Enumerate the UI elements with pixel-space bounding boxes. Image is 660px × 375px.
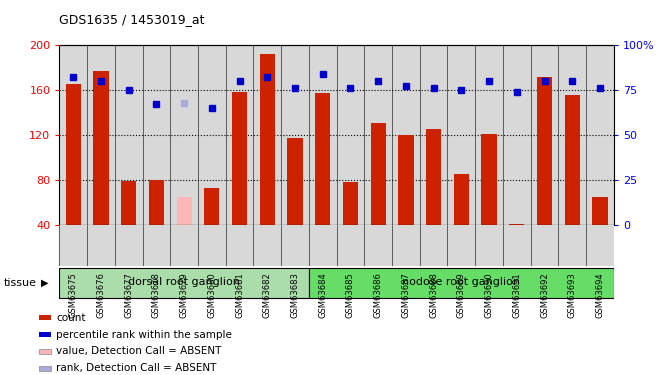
Text: value, Detection Call = ABSENT: value, Detection Call = ABSENT: [56, 346, 221, 356]
Bar: [364, 45, 392, 225]
Bar: [337, 45, 364, 225]
Bar: [481, 134, 497, 225]
Bar: [65, 84, 81, 225]
Bar: [537, 76, 552, 225]
Bar: [420, 45, 447, 225]
Bar: [121, 181, 137, 225]
Text: dorsal root ganglion: dorsal root ganglion: [128, 278, 240, 288]
Bar: [475, 45, 503, 225]
Text: ▶: ▶: [41, 278, 48, 288]
Bar: [259, 54, 275, 225]
Bar: [39, 366, 51, 370]
Text: percentile rank within the sample: percentile rank within the sample: [56, 330, 232, 339]
Bar: [343, 182, 358, 225]
Bar: [453, 174, 469, 225]
Bar: [176, 197, 192, 225]
Text: count: count: [56, 313, 85, 322]
Bar: [59, 268, 309, 298]
Bar: [586, 45, 614, 225]
Bar: [93, 71, 109, 225]
Bar: [281, 45, 309, 225]
Bar: [309, 45, 337, 225]
Bar: [564, 94, 580, 225]
Bar: [148, 180, 164, 225]
Bar: [558, 45, 586, 225]
Bar: [39, 349, 51, 354]
Bar: [503, 45, 531, 225]
Bar: [426, 129, 442, 225]
Bar: [287, 138, 303, 225]
Bar: [39, 315, 51, 320]
Bar: [447, 45, 475, 225]
Text: GDS1635 / 1453019_at: GDS1635 / 1453019_at: [59, 13, 205, 26]
Bar: [309, 268, 614, 298]
Text: tissue: tissue: [3, 278, 36, 288]
Bar: [370, 123, 386, 225]
Bar: [59, 45, 87, 225]
Bar: [226, 45, 253, 225]
Text: rank, Detection Call = ABSENT: rank, Detection Call = ABSENT: [56, 363, 216, 373]
Bar: [531, 45, 558, 225]
Bar: [315, 93, 331, 225]
Bar: [143, 45, 170, 225]
Bar: [392, 45, 420, 225]
Bar: [253, 45, 281, 225]
Bar: [170, 45, 198, 225]
Bar: [198, 45, 226, 225]
Bar: [39, 332, 51, 337]
Bar: [204, 188, 220, 225]
Bar: [509, 224, 525, 225]
Bar: [232, 92, 248, 225]
Bar: [87, 45, 115, 225]
Bar: [592, 197, 608, 225]
Bar: [115, 45, 143, 225]
Text: nodose root ganglion: nodose root ganglion: [403, 278, 520, 288]
Bar: [398, 135, 414, 225]
